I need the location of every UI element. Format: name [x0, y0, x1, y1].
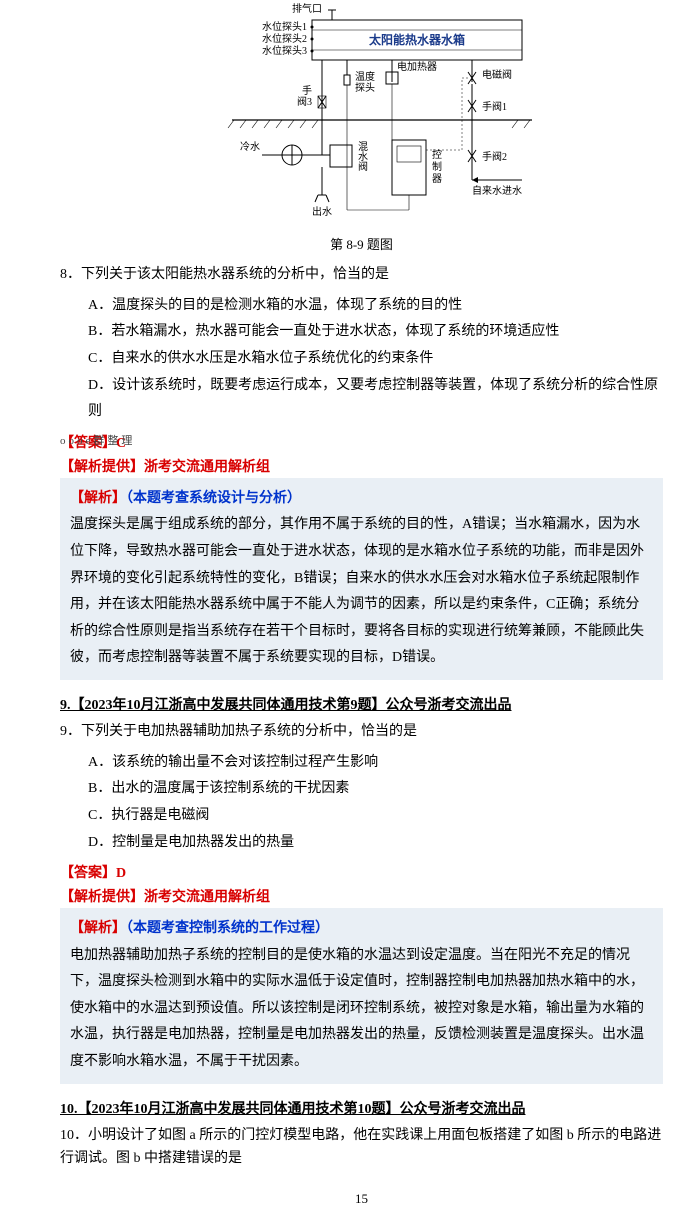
ctl-b: 制 [432, 160, 442, 173]
q9-option-a: A．该系统的输出量不会对该控制过程产生影响 [88, 750, 663, 777]
mix-c: 阀 [358, 160, 368, 173]
heater-label: 电加热器 [397, 60, 437, 73]
ctl-a: 控 [432, 148, 442, 161]
page-number: 15 [60, 1191, 663, 1207]
q9-number: 9． [60, 724, 81, 739]
q9-provider: 【解析提供】浙考交流通用解析组 [60, 886, 663, 906]
tank-title: 太阳能热水器水箱 [368, 32, 464, 47]
side-watermark: oooe群整理 [60, 432, 135, 448]
q9-answer-label: 【答案】 [60, 866, 116, 881]
tp-b: 探头 [355, 81, 375, 94]
q8-provider: 【解析提供】浙考交流通用解析组 [60, 456, 663, 476]
q8-analysis-title: 【解析】（本题考查系统设计与分析） [70, 486, 653, 513]
q8-analysis-topic: （本题考查系统设计与分析） [126, 491, 301, 506]
q9-option-c: C．执行器是电磁阀 [88, 803, 663, 830]
hv2-label: 手阀2 [482, 150, 507, 163]
tapin-label: 自来水进水 [472, 184, 522, 197]
q10-number: 10． [60, 1128, 88, 1143]
q9-answer-line: 【答案】D [60, 862, 663, 882]
q8-option-c: C．自来水的供水水压是水箱水位子系统优化的约束条件 [88, 346, 663, 373]
hv3b: 阀3 [297, 95, 312, 108]
emvalve-label: 电磁阀 [482, 68, 512, 81]
q9-option-d: D．控制量是电加热器发出的热量 [88, 830, 663, 857]
section-header-10: 10.【2023年10月江浙高中发展共同体通用技术第10题】公众号浙考交流出品 [60, 1098, 663, 1118]
q8-analysis-body: 温度探头是属于组成系统的部分，其作用不属于系统的目的性，A错误；当水箱漏水，因为… [70, 512, 653, 672]
tp-a: 温度 [355, 70, 375, 83]
q8-number: 8． [60, 267, 81, 282]
figure-caption: 第 8-9 题图 [60, 234, 663, 253]
q9-analysis: 【解析】（本题考查控制系统的工作过程） 电加热器辅助加热子系统的控制目的是使水箱… [60, 908, 663, 1084]
section-header-9: 9.【2023年10月江浙高中发展共同体通用技术第9题】公众号浙考交流出品 [60, 694, 663, 714]
q9-options: A．该系统的输出量不会对该控制过程产生影响 B．出水的温度属于该控制系统的干扰因… [88, 750, 663, 856]
q9-analysis-title: 【解析】（本题考查控制系统的工作过程） [70, 916, 653, 943]
q10-text: 小明设计了如图 a 所示的门控灯模型电路，他在实践课上用面包板搭建了如图 b 所… [60, 1128, 661, 1167]
diagram-svg: 太阳能热水器水箱 排气口 水位探头1 水位探头2 水位探头3 手 阀3 温度 探… [172, 0, 552, 230]
q8-text: 下列关于该太阳能热水器系统的分析中，恰当的是 [81, 267, 389, 282]
q9-text: 下列关于电加热器辅助加热子系统的分析中，恰当的是 [81, 724, 417, 739]
q8-analysis: 【解析】（本题考查系统设计与分析） 温度探头是属于组成系统的部分，其作用不属于系… [60, 478, 663, 680]
q8-option-a: A．温度探头的目的是检测水箱的水温，体现了系统的目的性 [88, 293, 663, 320]
probe1-label: 水位探头1 [262, 20, 307, 33]
hv1-label: 手阀1 [482, 100, 507, 113]
q9-option-b: B．出水的温度属于该控制系统的干扰因素 [88, 776, 663, 803]
hv3a: 手 [302, 84, 312, 97]
q9-stem: 9．下列关于电加热器辅助加热子系统的分析中，恰当的是 [60, 720, 663, 744]
probe3-label: 水位探头3 [262, 44, 307, 57]
q8-answer-line: oooe群整理 【答案】C [60, 432, 663, 452]
q9-answer-value: D [116, 866, 126, 881]
q8-stem: 8．下列关于该太阳能热水器系统的分析中，恰当的是 [60, 263, 663, 287]
q8-option-b: B．若水箱漏水，热水器可能会一直处于进水状态，体现了系统的环境适应性 [88, 319, 663, 346]
probe2-label: 水位探头2 [262, 32, 307, 45]
exhaust-label: 排气口 [292, 2, 322, 15]
q9-analysis-label: 【解析】 [70, 921, 126, 936]
cold-label: 冷水 [240, 140, 260, 153]
q8-options: A．温度探头的目的是检测水箱的水温，体现了系统的目的性 B．若水箱漏水，热水器可… [88, 293, 663, 426]
outlet-label: 出水 [312, 205, 332, 218]
figure-8-9: 太阳能热水器水箱 排气口 水位探头1 水位探头2 水位探头3 手 阀3 温度 探… [60, 0, 663, 230]
ctl-c: 器 [432, 173, 442, 185]
q10-stem: 10．小明设计了如图 a 所示的门控灯模型电路，他在实践课上用面包板搭建了如图 … [60, 1124, 663, 1172]
q8-option-d: D．设计该系统时，既要考虑运行成本，又要考虑控制器等装置，体现了系统分析的综合性… [88, 373, 663, 426]
q8-analysis-label: 【解析】 [70, 491, 126, 506]
q9-analysis-body: 电加热器辅助加热子系统的控制目的是使水箱的水温达到设定温度。当在阳光不充足的情况… [70, 943, 653, 1076]
q9-analysis-topic: （本题考查控制系统的工作过程） [126, 921, 329, 936]
